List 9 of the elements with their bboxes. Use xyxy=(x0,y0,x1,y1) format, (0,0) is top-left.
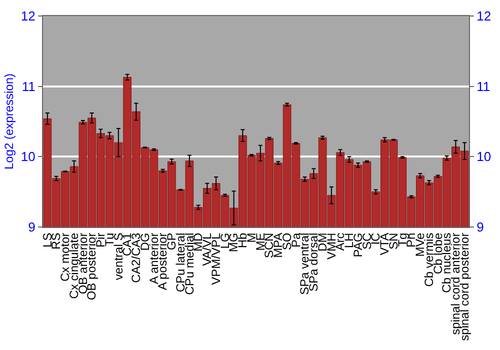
y-tick-label: 11 xyxy=(22,78,36,94)
y-tick-label: 12 xyxy=(20,8,36,24)
y-tick-label: 9 xyxy=(28,220,36,235)
y2-tick-label: 12 xyxy=(476,8,492,24)
y-axis-title: Log2 (expression) xyxy=(2,73,16,170)
y2-tick-label: 9 xyxy=(476,220,484,235)
y-tick-label: 10 xyxy=(20,149,36,164)
y2-tick-label: 10 xyxy=(476,149,492,164)
y2-tick-label: 11 xyxy=(476,78,490,94)
